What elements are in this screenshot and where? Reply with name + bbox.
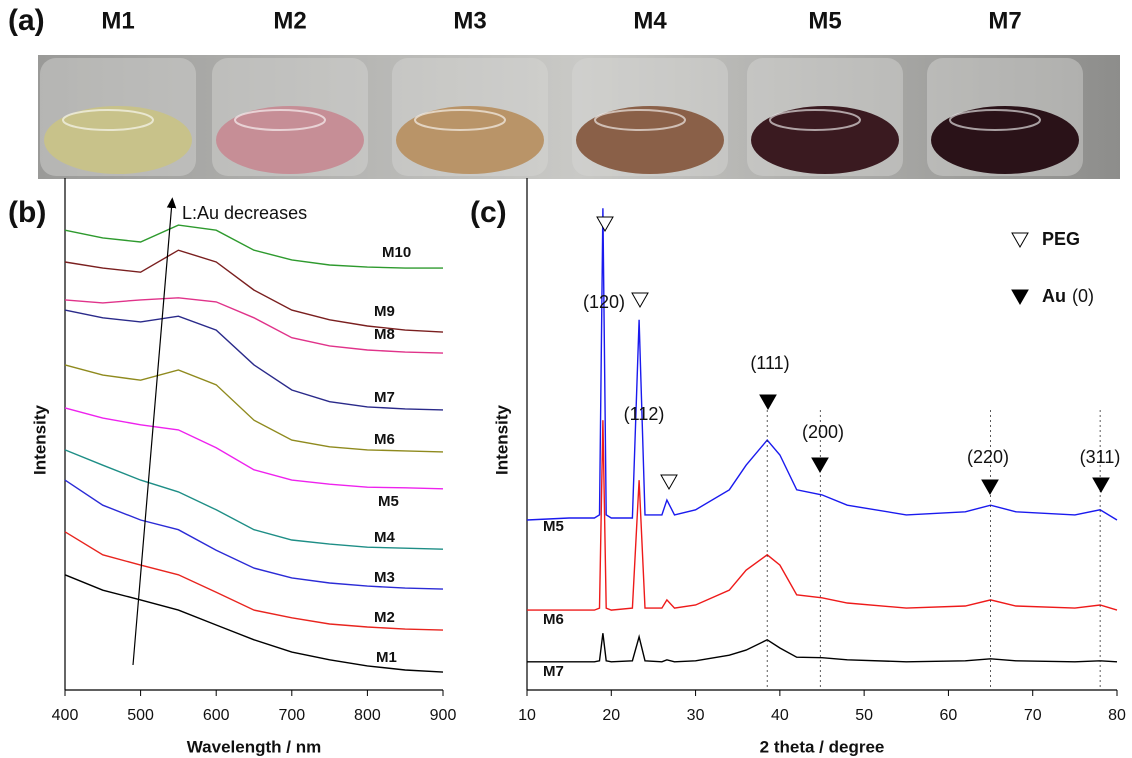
peg-marker — [661, 475, 677, 489]
series-label: M7 — [374, 389, 395, 406]
vial-label: M4 — [633, 7, 667, 34]
x-tick-label: 500 — [127, 707, 154, 724]
au-marker — [760, 395, 776, 409]
y-axis-title: Intensity — [492, 405, 511, 475]
series-label: M3 — [374, 569, 395, 586]
au-marker — [1012, 290, 1028, 304]
vial-label: M7 — [988, 7, 1021, 34]
au-marker — [812, 458, 828, 472]
x-tick-label: 900 — [430, 707, 457, 724]
series-line — [527, 420, 1117, 610]
series-label: M9 — [374, 303, 395, 320]
peak-label: (112) — [624, 404, 665, 424]
vial-label: M5 — [808, 7, 841, 34]
series-line — [527, 208, 1117, 520]
figure: (a) (b) (c) M1 M2 M3 M4 M5 M7 400 500 600 700 800 9… — [0, 0, 1132, 758]
x-tick-label: 600 — [203, 707, 230, 724]
series-label: M10 — [382, 244, 411, 261]
peak-label: (111) — [750, 353, 789, 373]
annotation: L:Au decreases — [182, 203, 307, 223]
x-tick-label: 800 — [354, 707, 381, 724]
series-line — [527, 633, 1117, 662]
series-label: M5 — [378, 493, 399, 510]
peak-label: (200) — [802, 422, 844, 442]
legend-label: Au — [1042, 286, 1066, 306]
peg-marker — [597, 217, 613, 231]
series-label: M1 — [376, 649, 397, 666]
series-label: M2 — [374, 609, 395, 626]
y-axis-title: Intensity — [30, 405, 49, 475]
vial-label: M2 — [273, 7, 306, 34]
vial-label: M3 — [453, 7, 486, 34]
au-marker — [1093, 478, 1109, 492]
x-tick-label: 30 — [687, 707, 705, 724]
x-tick-label: 50 — [855, 707, 873, 724]
peak-label: (220) — [967, 447, 1009, 467]
panel-label: (c) — [470, 196, 507, 229]
panel-label: (b) — [8, 196, 46, 229]
x-tick-label: 70 — [1024, 707, 1042, 724]
series-label: M5 — [543, 518, 564, 535]
x-tick-label: 80 — [1108, 707, 1126, 724]
series-label: M7 — [543, 663, 564, 680]
vial-label: M1 — [101, 7, 134, 34]
x-axis-title: 2 theta / degree — [760, 737, 885, 756]
x-tick-label: 400 — [52, 707, 79, 724]
series-label: M6 — [374, 431, 395, 448]
peg-marker — [1012, 233, 1028, 247]
x-tick-label: 10 — [518, 707, 536, 724]
peg-marker — [632, 293, 648, 307]
legend-label: PEG — [1042, 229, 1080, 249]
peak-label: (120) — [583, 292, 625, 312]
x-tick-label: 40 — [771, 707, 789, 724]
peak-label: (311) — [1080, 447, 1121, 467]
x-tick-label: 60 — [940, 707, 958, 724]
au-marker — [982, 480, 998, 494]
x-tick-label: 20 — [602, 707, 620, 724]
x-tick-label: 700 — [278, 707, 305, 724]
series-label: M6 — [543, 611, 564, 628]
legend-suffix: (0) — [1072, 286, 1094, 306]
panel-label: (a) — [8, 4, 45, 37]
x-axis-title: Wavelength / nm — [187, 737, 321, 756]
series-label: M4 — [374, 529, 395, 546]
